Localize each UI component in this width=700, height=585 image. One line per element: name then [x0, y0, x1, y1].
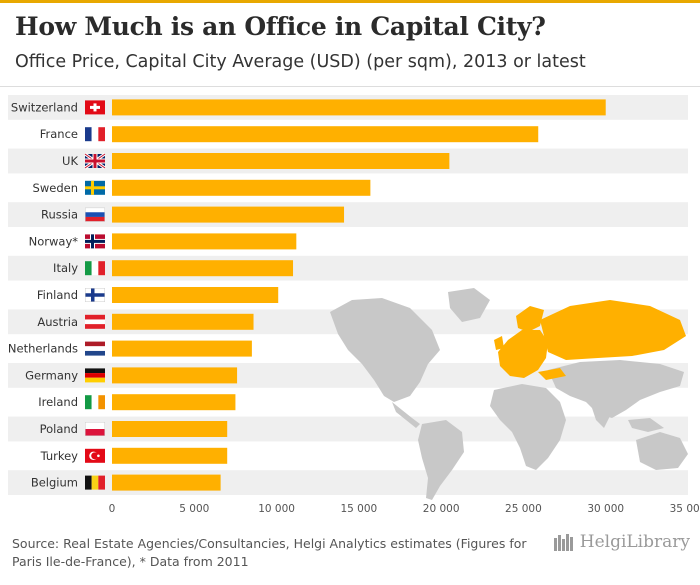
- bar-poland[interactable]: [112, 421, 228, 437]
- poland-flag-icon: [85, 422, 105, 436]
- bar-russia[interactable]: [112, 206, 345, 223]
- bar-ireland[interactable]: [112, 394, 236, 411]
- x-tick-label: 10 000: [258, 503, 295, 515]
- row-band: [8, 202, 688, 227]
- map-greenland: [448, 288, 490, 322]
- row-band: [8, 470, 688, 495]
- map-uk: [494, 336, 504, 350]
- germany-flag-icon: [85, 368, 105, 383]
- x-tick-label: 5 000: [179, 503, 209, 515]
- austria-flag-icon: [85, 314, 105, 329]
- map-africa: [490, 384, 566, 470]
- x-axis: 0 5 000 10 000 15 000 20 000 25 000 30 000 35 0…: [109, 503, 700, 515]
- france-flag-icon: [85, 127, 105, 142]
- map-se-asia: [628, 418, 664, 432]
- category-label: Russia: [41, 208, 78, 222]
- x-tick-label: 25 000: [505, 503, 542, 515]
- category-label: Poland: [40, 422, 78, 436]
- category-label: Netherlands: [8, 342, 78, 356]
- category-label: France: [40, 127, 78, 141]
- bars: [112, 99, 606, 491]
- category-label: Finland: [37, 288, 78, 302]
- bar-germany[interactable]: [112, 367, 238, 384]
- sweden-flag-icon: [85, 180, 105, 195]
- title-divider: [0, 86, 700, 87]
- category-label: Turkey: [40, 449, 79, 463]
- category-label: Germany: [25, 368, 78, 382]
- bar-sweden[interactable]: [112, 179, 371, 196]
- bar-switzerland[interactable]: [112, 99, 606, 116]
- bar-austria[interactable]: [112, 313, 254, 330]
- finland-flag-icon: [85, 288, 105, 302]
- bar-france[interactable]: [112, 126, 539, 143]
- x-tick-label: 20 000: [423, 503, 460, 515]
- category-labels: Switzerland France UK Sweden Russia Norway* It…: [8, 100, 79, 489]
- russia-flag-icon: [85, 207, 105, 222]
- helgi-library-logo[interactable]: HelgiLibrary: [553, 532, 690, 552]
- bar-belgium[interactable]: [112, 474, 221, 491]
- bar-uk[interactable]: [112, 153, 450, 169]
- bar-italy[interactable]: [112, 260, 294, 277]
- x-tick-label: 30 000: [587, 503, 624, 515]
- map-india: [588, 396, 612, 428]
- map-north-america: [330, 298, 440, 402]
- x-tick-label: 0: [109, 503, 116, 515]
- top-accent-line: [0, 0, 700, 3]
- category-label: UK: [62, 154, 78, 168]
- category-label: Sweden: [33, 181, 78, 195]
- map-central-america: [392, 402, 420, 428]
- source-note: Source: Real Estate Agencies/Consultanci…: [12, 536, 527, 569]
- switzerland-flag-icon: [85, 100, 105, 115]
- category-label: Belgium: [31, 476, 78, 490]
- x-tick-label: 15 000: [340, 503, 377, 515]
- category-label: Norway*: [29, 234, 79, 248]
- map-asia: [548, 360, 684, 418]
- world-map: [330, 288, 688, 500]
- bar-norway[interactable]: [112, 233, 297, 250]
- map-russia: [540, 300, 686, 360]
- row-band: [8, 255, 688, 281]
- map-scandinavia: [516, 306, 544, 332]
- bar-turkey[interactable]: [112, 447, 228, 464]
- library-icon: [553, 534, 573, 551]
- ireland-flag-icon: [85, 395, 105, 410]
- map-europe: [498, 330, 548, 378]
- flags: [84, 100, 106, 490]
- category-label: Austria: [37, 315, 78, 329]
- category-label: Ireland: [38, 395, 78, 409]
- logo-text: HelgiLibrary: [579, 532, 690, 552]
- map-south-america: [418, 420, 464, 500]
- map-turkey: [538, 368, 566, 380]
- bar-chart: Switzerland France UK Sweden Russia Norway* It…: [8, 95, 700, 515]
- x-tick-label: 35 000: [670, 503, 700, 515]
- bar-finland[interactable]: [112, 287, 279, 303]
- belgium-flag-icon: [85, 475, 105, 490]
- chart-subtitle: Office Price, Capital City Average (USD)…: [15, 52, 586, 72]
- norway-flag-icon: [85, 234, 105, 249]
- category-label: Italy: [53, 261, 78, 275]
- map-australia: [636, 432, 688, 470]
- turkey-flag-icon: [85, 448, 105, 463]
- netherlands-flag-icon: [85, 341, 105, 356]
- chart-title: How Much is an Office in Capital City?: [15, 12, 546, 41]
- bar-netherlands[interactable]: [112, 340, 252, 357]
- category-label: Switzerland: [11, 100, 78, 114]
- uk-flag-icon: [84, 152, 106, 170]
- row-band: [8, 416, 688, 442]
- italy-flag-icon: [85, 261, 105, 276]
